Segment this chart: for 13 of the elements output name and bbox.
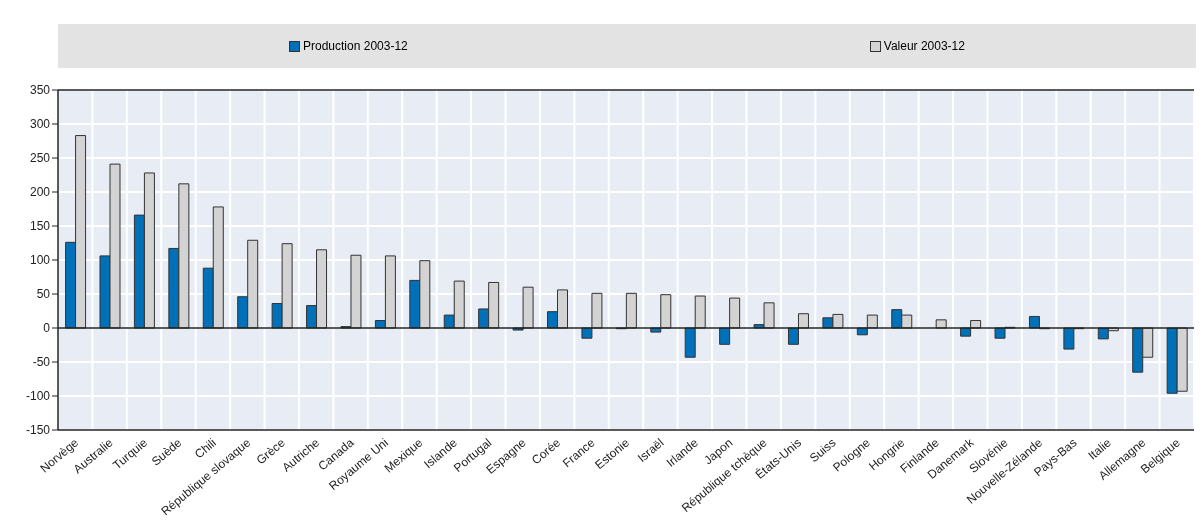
y-tick-label: 50: [36, 287, 51, 302]
y-tick-label: 0: [43, 321, 51, 336]
y-tick-label: 250: [29, 151, 51, 166]
y-tick-label: 150: [29, 219, 51, 234]
legend-label: Valeur 2003-12: [882, 39, 965, 53]
y-tick-label: 100: [29, 253, 51, 268]
y-tick-label: 300: [29, 117, 51, 132]
legend-label: Production 2003-12: [302, 39, 408, 53]
y-tick-label: 350: [29, 83, 51, 98]
y-tick-label: -150: [25, 423, 51, 438]
y-tick-label: -100: [25, 389, 51, 404]
y-tick-label: 200: [29, 185, 51, 200]
y-tick-label: -50: [32, 355, 51, 370]
